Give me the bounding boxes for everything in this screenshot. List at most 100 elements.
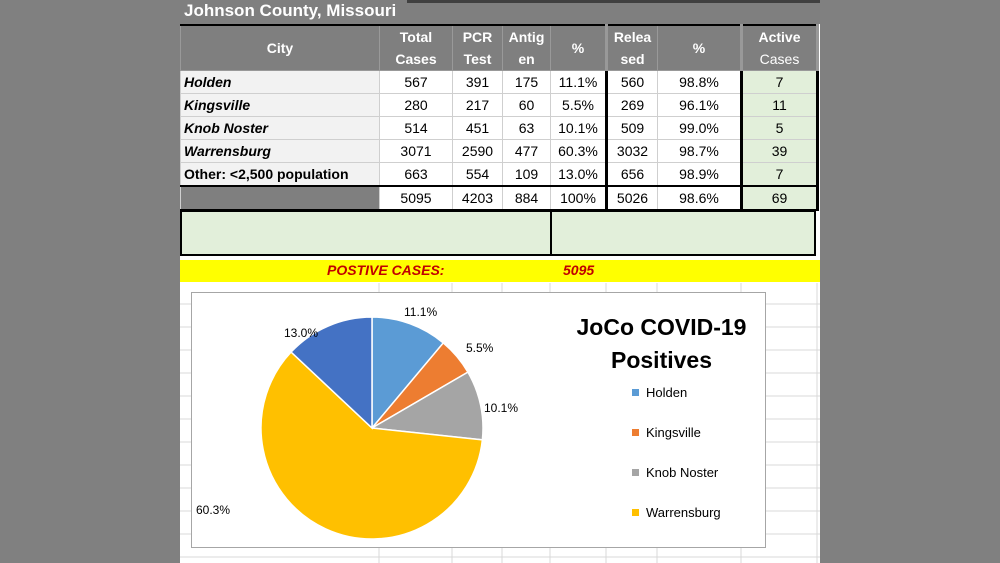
header-active-cases: Active Cases <box>741 24 819 71</box>
header-total-cases: Total Cases <box>379 24 453 71</box>
active-sum-cell: 69 <box>741 185 819 211</box>
positive-cases-bar: POSTIVE CASES: 5095 <box>180 260 820 282</box>
legend-label: Warrensburg <box>646 505 721 520</box>
antigen-sum-cell: 884 <box>502 185 551 211</box>
percent-cell: 5.5% <box>550 93 608 117</box>
sheet-title: Johnson County, Missouri <box>184 1 397 20</box>
header-active-line2: Cases <box>759 51 800 67</box>
pie-data-label: 11.1% <box>404 305 438 319</box>
percent-cell: 11.1% <box>550 70 608 94</box>
total-cell: 280 <box>379 93 453 117</box>
released-cell: 509 <box>606 116 658 140</box>
header-released-line1: Relea <box>613 29 652 45</box>
released-percent-cell: 98.7% <box>657 139 743 163</box>
pie-data-label: 60.3% <box>196 503 231 517</box>
header-antigen-line1: Antig <box>508 29 545 45</box>
legend-label: Knob Noster <box>646 465 719 480</box>
released-percent-cell: 96.1% <box>657 93 743 117</box>
pie-slice-other[interactable] <box>290 316 373 430</box>
pie-data-label: 13.0% <box>284 326 319 340</box>
table-header-row: City Total Cases PCR Test Antig en % Relea s… <box>180 24 819 71</box>
table-row: Other: <2,500 population 663 554 109 13.… <box>180 162 819 187</box>
city-cell: Holden <box>180 70 380 94</box>
released-percent-cell: 99.0% <box>657 116 743 140</box>
pie-slice-knob-noster[interactable] <box>369 371 484 441</box>
header-active-line1: Active <box>758 29 801 45</box>
sheet-title-bar: Johnson County, Missouri <box>180 0 820 24</box>
active-cell: 7 <box>741 70 819 94</box>
header-released-line2: sed <box>620 51 645 67</box>
totals-label-cell <box>180 185 380 211</box>
table-row: Warrensburg 3071 2590 477 60.3% 3032 98.… <box>180 139 819 163</box>
released-percent-cell: 98.9% <box>657 162 743 187</box>
pcr-cell: 451 <box>452 116 503 140</box>
total-cell: 663 <box>379 162 453 187</box>
antigen-cell: 477 <box>502 139 551 163</box>
cases-table: City Total Cases PCR Test Antig en % Relea s… <box>180 24 819 211</box>
legend-swatch <box>632 429 639 436</box>
pie-chart-svg <box>260 316 484 540</box>
pcr-cell: 2590 <box>452 139 503 163</box>
header-antigen: Antig en <box>502 24 551 71</box>
legend-label: Kingsville <box>646 425 701 440</box>
antigen-cell: 63 <box>502 116 551 140</box>
active-cell: 39 <box>741 139 819 163</box>
released-percent-sum-cell: 98.6% <box>657 185 743 211</box>
released-cell: 656 <box>606 162 658 187</box>
legend-label: Holden <box>646 385 688 400</box>
legend-swatch <box>632 509 639 516</box>
table-row: Knob Noster 514 451 63 10.1% 509 99.0% 5 <box>180 116 819 140</box>
pie-chart[interactable]: JoCo COVID-19 Positives Holden Kingsvill… <box>191 292 766 548</box>
percent-cell: 13.0% <box>550 162 608 187</box>
header-released: Relea sed <box>606 24 658 71</box>
header-pcr-line2: Test <box>463 51 492 67</box>
pie-data-label: 5.5% <box>466 341 494 355</box>
header-pcr-line1: PCR <box>462 29 493 45</box>
pie-slice-warrensburg[interactable] <box>260 350 484 540</box>
pcr-sum-cell: 4203 <box>452 185 503 211</box>
title-divider <box>407 0 820 3</box>
pcr-cell: 554 <box>452 162 503 187</box>
header-total-cases-line2: Cases <box>395 51 437 67</box>
legend-swatch <box>632 469 639 476</box>
antigen-cell: 60 <box>502 93 551 117</box>
header-total-cases-line1: Total <box>399 29 433 45</box>
antigen-cell: 175 <box>502 70 551 94</box>
antigen-cell: 109 <box>502 162 551 187</box>
released-percent-cell: 98.8% <box>657 70 743 94</box>
header-released-percent: % <box>657 24 743 71</box>
total-sum-cell: 5095 <box>379 185 453 211</box>
legend-swatch <box>632 389 639 396</box>
pie-slice-holden[interactable] <box>371 316 445 431</box>
active-cell: 11 <box>741 93 819 117</box>
released-cell: 3032 <box>606 139 658 163</box>
total-cell: 3071 <box>379 139 453 163</box>
city-cell: Knob Noster <box>180 116 380 140</box>
city-cell: Kingsville <box>180 93 380 117</box>
city-cell: Warrensburg <box>180 139 380 163</box>
released-sum-cell: 5026 <box>606 185 658 211</box>
table-row: Kingsville 280 217 60 5.5% 269 96.1% 11 <box>180 93 819 117</box>
notes-box-right <box>550 210 816 256</box>
city-cell: Other: <2,500 population <box>180 162 380 187</box>
header-percent: % <box>550 24 608 71</box>
pie-data-label: 10.1% <box>484 401 519 415</box>
city-cell-rest: : <2,500 population <box>221 166 349 182</box>
released-cell: 560 <box>606 70 658 94</box>
table-row: Holden 567 391 175 11.1% 560 98.8% 7 <box>180 70 819 94</box>
notes-box-left <box>180 210 552 256</box>
positive-cases-value: 5095 <box>563 262 595 278</box>
released-cell: 269 <box>606 93 658 117</box>
chart-title: JoCo COVID-19 Positives <box>576 314 747 373</box>
positive-cases-label: POSTIVE CASES: <box>327 262 445 278</box>
percent-cell: 10.1% <box>550 116 608 140</box>
total-cell: 567 <box>379 70 453 94</box>
active-cell: 5 <box>741 116 819 140</box>
active-cell: 7 <box>741 162 819 187</box>
percent-cell: 60.3% <box>550 139 608 163</box>
pcr-cell: 391 <box>452 70 503 94</box>
header-city: City <box>180 24 380 71</box>
header-antigen-line2: en <box>518 51 535 67</box>
percent-sum-cell: 100% <box>550 185 608 211</box>
total-cell: 514 <box>379 116 453 140</box>
